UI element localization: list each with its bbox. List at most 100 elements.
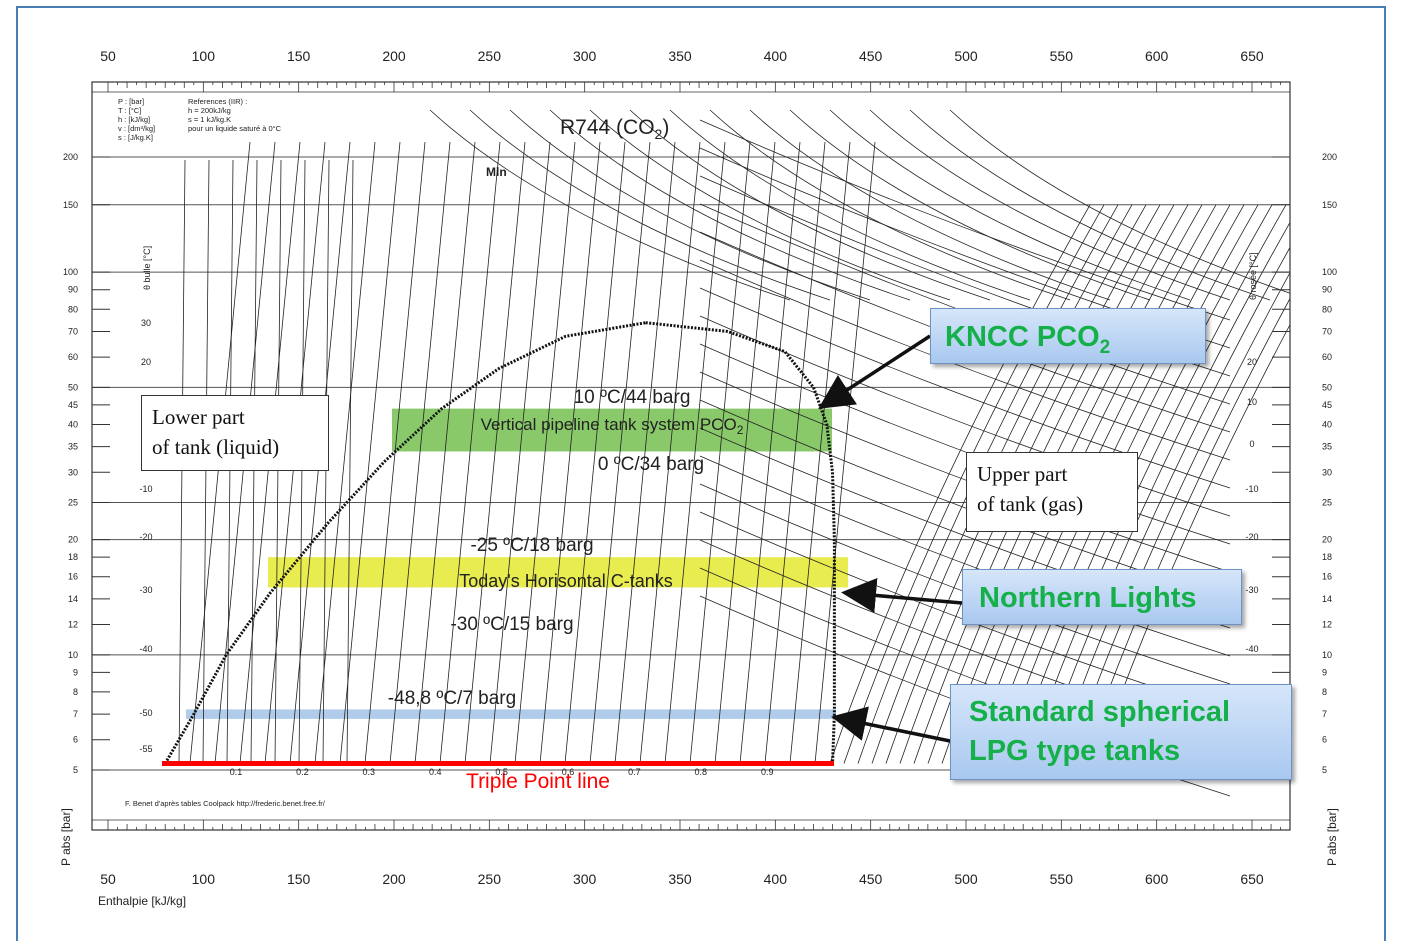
y-tick-label-right: 5 xyxy=(1322,765,1327,775)
isotherm-label-left: 20 xyxy=(141,357,151,367)
isentrope-line xyxy=(639,141,701,764)
quality-label: 0.5 xyxy=(495,767,508,777)
upper-curve xyxy=(629,109,991,301)
isentrope-line xyxy=(364,141,426,764)
references-legend-line: pour un liquide saturé à 0°C xyxy=(188,124,282,133)
upper-curve xyxy=(429,109,791,301)
y-tick-label-left: 90 xyxy=(68,285,78,295)
y-axis-label-right: P abs [bar] xyxy=(1325,808,1339,866)
x-tick-label-top: 450 xyxy=(859,48,883,64)
isotherm-label-left: -20 xyxy=(139,532,152,542)
x-tick-label-bottom: 600 xyxy=(1145,871,1169,887)
y-tick-label-left: 200 xyxy=(63,152,78,162)
isochore-line xyxy=(699,203,1231,405)
x-tick-label-top: 200 xyxy=(382,48,406,64)
upper-curve xyxy=(869,109,1231,301)
upper-tank-line2: of tank (gas) xyxy=(977,492,1084,516)
x-tick-label-top: 250 xyxy=(478,48,502,64)
kncc-callout: KNCC PCO2 xyxy=(930,308,1206,364)
y-tick-label-left: 35 xyxy=(68,442,78,452)
lpg-label-line2: LPG type tanks xyxy=(969,735,1181,767)
state-annotation: 10 ºC/44 barg xyxy=(574,387,691,408)
isentrope-line xyxy=(789,141,851,764)
y-tick-label-left: 80 xyxy=(68,304,78,314)
state-annotation: -48,8 ºC/7 barg xyxy=(388,688,516,709)
state-annotation: -30 ºC/15 barg xyxy=(450,614,573,635)
liquid-isotherm xyxy=(346,159,354,764)
y-tick-label-left: 30 xyxy=(68,467,78,477)
x-tick-label-bottom: 500 xyxy=(954,871,978,887)
y-tick-label-left: 150 xyxy=(63,200,78,210)
chart-title: R744 (CO2) xyxy=(560,116,669,142)
x-tick-label-bottom: 300 xyxy=(573,871,597,887)
isotherm-label-right: 10 xyxy=(1247,397,1257,407)
upper-curve xyxy=(749,109,1111,301)
y-tick-label-left: 8 xyxy=(73,687,78,697)
band-vertical-pipeline-label: Vertical pipeline tank system PCO2 xyxy=(481,415,744,437)
band-2 xyxy=(186,709,836,719)
quality-label: 0.3 xyxy=(363,767,376,777)
isotherm-label-right: 20 xyxy=(1247,357,1257,367)
credit-label: F. Benet d'après tables Coolpack http://… xyxy=(125,799,326,808)
upper-curve xyxy=(469,109,831,301)
y-tick-label-right: 14 xyxy=(1322,594,1332,604)
x-tick-label-top: 100 xyxy=(192,48,216,64)
quality-label: 0.7 xyxy=(628,767,641,777)
units-legend-line: v : [dm³/kg] xyxy=(118,124,155,133)
isotherm-label-right: -40 xyxy=(1245,644,1258,654)
state-annotation: 0 ºC/34 barg xyxy=(598,454,704,475)
saturated-liquid-line xyxy=(163,321,646,765)
isochore-line xyxy=(699,371,1231,573)
y-tick-label-right: 12 xyxy=(1322,620,1332,630)
upper-tank-line1: Upper part xyxy=(977,462,1068,486)
lower-tank-line2: of tank (liquid) xyxy=(152,435,280,459)
units-legend-line: h : [kJ/kg] xyxy=(118,115,150,124)
units-legend-line: T : [°C] xyxy=(118,106,141,115)
superheat-isotherm xyxy=(829,204,1091,764)
y-tick-label-right: 10 xyxy=(1322,650,1332,660)
isentrope-line xyxy=(764,141,826,764)
state-annotation: -25 ºC/18 barg xyxy=(470,535,593,556)
isentrope-line xyxy=(464,141,526,764)
x-tick-label-top: 600 xyxy=(1145,48,1169,64)
triple-point-label: Triple Point line xyxy=(466,770,610,793)
y-tick-label-right: 150 xyxy=(1322,200,1337,210)
plot-frame xyxy=(91,81,1291,831)
y-tick-label-right: 9 xyxy=(1322,667,1327,677)
x-tick-label-top: 500 xyxy=(954,48,978,64)
y-tick-label-right: 80 xyxy=(1322,304,1332,314)
x-tick-label-top: 650 xyxy=(1240,48,1264,64)
x-axis-label: Enthalpie [kJ/kg] xyxy=(98,894,186,908)
quality-label: 0.4 xyxy=(429,767,442,777)
y-tick-label-right: 35 xyxy=(1322,442,1332,452)
upper-curve xyxy=(829,109,1191,301)
y-tick-label-left: 16 xyxy=(68,572,78,582)
isotherm-label-left: -50 xyxy=(139,708,152,718)
y-tick-label-right: 60 xyxy=(1322,352,1332,362)
isentrope-line xyxy=(339,141,401,764)
y-tick-label-right: 16 xyxy=(1322,572,1332,582)
y-tick-label-left: 60 xyxy=(68,352,78,362)
x-tick-label-bottom: 250 xyxy=(478,871,502,887)
isentrope-line xyxy=(664,141,726,764)
upper-curve xyxy=(909,109,1271,301)
isotherm-label-left: -40 xyxy=(139,644,152,654)
y-tick-label-left: 45 xyxy=(68,400,78,410)
upper-curve xyxy=(549,109,911,301)
isochore-line xyxy=(699,287,1231,489)
saturated-vapor-line xyxy=(645,321,836,764)
y-tick-label-right: 90 xyxy=(1322,285,1332,295)
x-tick-label-top: 400 xyxy=(764,48,788,64)
upper-curve xyxy=(709,109,1071,301)
isentrope-line xyxy=(614,141,676,764)
references-legend-line: References (IIR) : xyxy=(188,97,247,106)
y-tick-label-left: 25 xyxy=(68,498,78,508)
y-tick-label-right: 40 xyxy=(1322,419,1332,429)
y-tick-label-left: 9 xyxy=(73,667,78,677)
isentrope-line xyxy=(539,141,601,764)
y-tick-label-right: 70 xyxy=(1322,326,1332,336)
y-tick-label-right: 100 xyxy=(1322,267,1337,277)
isentrope-line xyxy=(514,141,576,764)
x-tick-label-top: 50 xyxy=(100,48,116,64)
